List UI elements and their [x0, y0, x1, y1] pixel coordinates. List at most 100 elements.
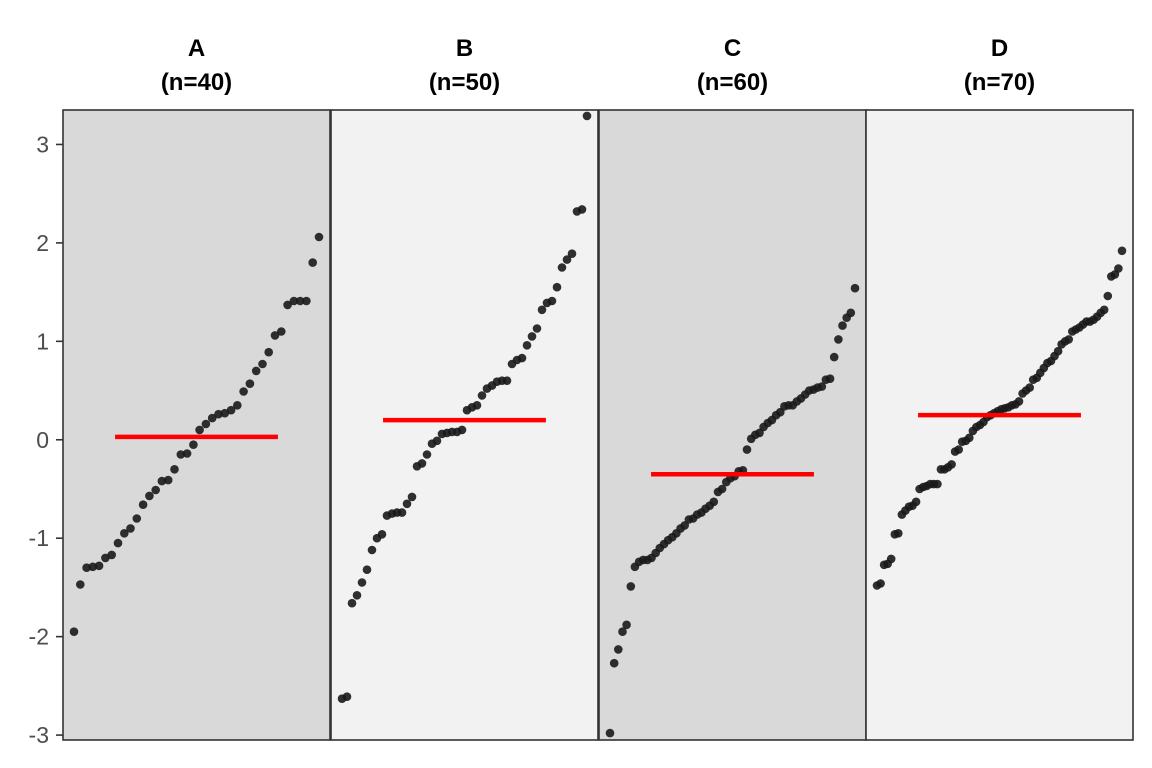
data-point [69, 627, 79, 636]
data-point [742, 445, 752, 454]
data-point [709, 497, 719, 507]
data-point [834, 335, 843, 344]
panel-c: C (n=60) [598, 35, 867, 741]
data-point [894, 529, 903, 538]
data-point [1025, 383, 1034, 392]
data-point [886, 554, 896, 564]
data-point [527, 332, 537, 341]
data-point [126, 524, 135, 533]
data-point [201, 419, 211, 429]
data-point [176, 450, 186, 459]
data-point [622, 620, 631, 630]
y-tick-label: 0 [36, 427, 49, 453]
data-point [626, 582, 636, 591]
data-point [277, 327, 286, 336]
data-point [107, 550, 116, 560]
data-point [407, 492, 417, 502]
data-point [582, 111, 592, 121]
data-point [577, 205, 587, 214]
data-point [402, 499, 412, 509]
data-point [933, 479, 942, 489]
data-point [120, 529, 129, 538]
data-point [537, 305, 547, 315]
data-point [1053, 346, 1063, 356]
data-point [397, 508, 407, 517]
data-point [251, 366, 261, 376]
panel-title: C [724, 35, 741, 62]
data-point [876, 579, 885, 588]
data-point [283, 300, 292, 310]
data-point [605, 728, 615, 738]
data-point [295, 296, 305, 306]
panel-background [598, 109, 867, 741]
data-point [270, 331, 280, 340]
data-point [1014, 397, 1024, 406]
data-point [352, 591, 362, 600]
panel-background [330, 109, 599, 741]
data-point [113, 538, 123, 548]
y-tick-label: 1 [36, 328, 49, 354]
data-point [226, 405, 236, 415]
panel-background [62, 109, 331, 741]
panel-b: B (n=50) [330, 35, 599, 741]
y-tick-label: -1 [29, 525, 49, 551]
data-point [532, 324, 542, 333]
data-point [151, 485, 160, 495]
data-point [138, 500, 148, 510]
data-point [302, 296, 311, 306]
panel-title: A [188, 35, 205, 62]
data-point [557, 263, 567, 272]
data-point [245, 379, 255, 389]
data-point [170, 465, 179, 474]
data-point [562, 255, 572, 264]
data-point [1117, 246, 1127, 256]
panel-sample-size: (n=50) [429, 69, 500, 96]
data-point [239, 387, 248, 396]
data-point [911, 497, 921, 507]
data-point [838, 321, 847, 330]
panel-title: B [456, 35, 473, 62]
data-point [264, 347, 274, 357]
data-point [547, 296, 557, 306]
panel-d: D (n=70) [865, 35, 1134, 741]
data-point [76, 580, 85, 589]
data-point [207, 413, 217, 423]
y-axis: 3 2 1 0 -1 -2 -3 [29, 131, 63, 748]
panel-a: A (n=40) [62, 35, 331, 741]
panel-title: D [991, 35, 1008, 62]
data-point [717, 484, 727, 494]
data-point [817, 382, 827, 391]
data-point [214, 409, 223, 419]
data-point [1064, 335, 1073, 344]
data-point [567, 249, 577, 258]
data-point [1103, 291, 1113, 301]
data-point [1114, 264, 1123, 273]
data-point [163, 475, 173, 485]
data-point [472, 401, 482, 410]
data-point [145, 491, 154, 501]
data-point [846, 308, 856, 318]
data-point [377, 530, 387, 539]
data-point [314, 232, 324, 242]
data-point [457, 425, 467, 435]
data-point [94, 561, 104, 571]
data-point [614, 645, 623, 654]
data-point [609, 658, 619, 668]
data-point [132, 514, 142, 523]
data-point [829, 352, 839, 362]
panels-layer: A (n=40) B (n=50) C (n=60) D (n=70) [62, 35, 1134, 741]
data-point [850, 283, 860, 293]
data-point [357, 578, 367, 587]
data-point [1099, 305, 1109, 315]
data-point [342, 692, 352, 701]
y-tick-label: 3 [36, 131, 49, 157]
data-point [618, 627, 627, 636]
panel-background [865, 109, 1134, 741]
data-point [182, 449, 192, 458]
data-point [954, 445, 963, 454]
data-point [522, 341, 532, 350]
panel-sample-size: (n=60) [697, 69, 768, 96]
data-point [308, 258, 318, 267]
data-point [233, 401, 242, 410]
